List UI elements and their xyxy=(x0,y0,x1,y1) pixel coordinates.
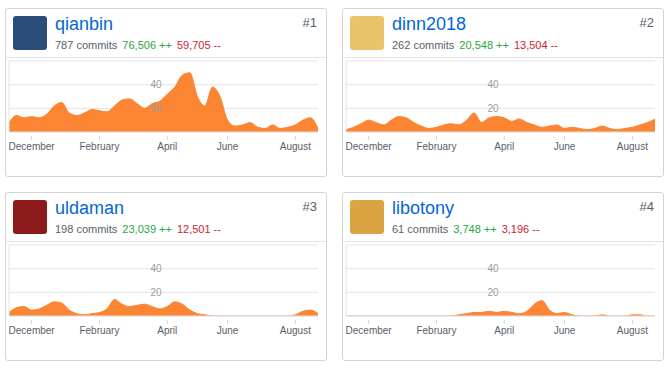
svg-text:February: February xyxy=(79,325,119,336)
html-text:198 commits 23,039 ++ 12,501 -: 198 commits 23,039 ++ 12,501 -- xyxy=(55,223,221,235)
svg-text:April: April xyxy=(494,325,514,336)
html-text:dinn2018: dinn2018 xyxy=(392,14,467,34)
svg-text:June: June xyxy=(554,141,576,152)
html-text:#1: #1 xyxy=(302,15,317,30)
html-text:uldaman: uldaman xyxy=(55,198,124,218)
svg-text:December: December xyxy=(9,325,56,336)
svg-text:August: August xyxy=(280,141,311,152)
svg-text:December: December xyxy=(9,141,56,152)
svg-text:February: February xyxy=(79,141,119,152)
svg-text:20: 20 xyxy=(487,103,499,114)
svg-text:April: April xyxy=(157,325,177,336)
svg-text:April: April xyxy=(494,141,514,152)
svg-text:20: 20 xyxy=(150,103,162,114)
html-text:61 commits 3,748 ++ 3,196 --: 61 commits 3,748 ++ 3,196 -- xyxy=(392,223,540,235)
html-text:262 commits 20,548 ++ 13,504 -: 262 commits 20,548 ++ 13,504 -- xyxy=(392,39,558,51)
svg-text:February: February xyxy=(416,325,456,336)
svg-text:August: August xyxy=(280,325,311,336)
html-text:#4: #4 xyxy=(639,199,654,214)
svg-text:40: 40 xyxy=(487,263,499,274)
svg-text:February: February xyxy=(416,141,456,152)
svg-text:20: 20 xyxy=(487,287,499,298)
svg-text:June: June xyxy=(554,325,576,336)
svg-text:August: August xyxy=(617,325,648,336)
svg-text:40: 40 xyxy=(487,79,499,90)
svg-text:April: April xyxy=(157,141,177,152)
svg-text:June: June xyxy=(217,325,239,336)
html-text:787 commits 76,506 ++ 59,705 -: 787 commits 76,506 ++ 59,705 -- xyxy=(55,39,221,51)
html-text:libotony: libotony xyxy=(392,198,454,218)
html-text:qianbin: qianbin xyxy=(55,14,114,34)
svg-text:40: 40 xyxy=(150,263,162,274)
html-text:#3: #3 xyxy=(302,199,317,214)
svg-text:December: December xyxy=(346,141,393,152)
svg-text:40: 40 xyxy=(150,79,162,90)
svg-text:June: June xyxy=(217,141,239,152)
html-text:#2: #2 xyxy=(639,15,654,30)
svg-text:December: December xyxy=(346,325,393,336)
svg-text:August: August xyxy=(617,141,648,152)
svg-text:20: 20 xyxy=(150,287,162,298)
